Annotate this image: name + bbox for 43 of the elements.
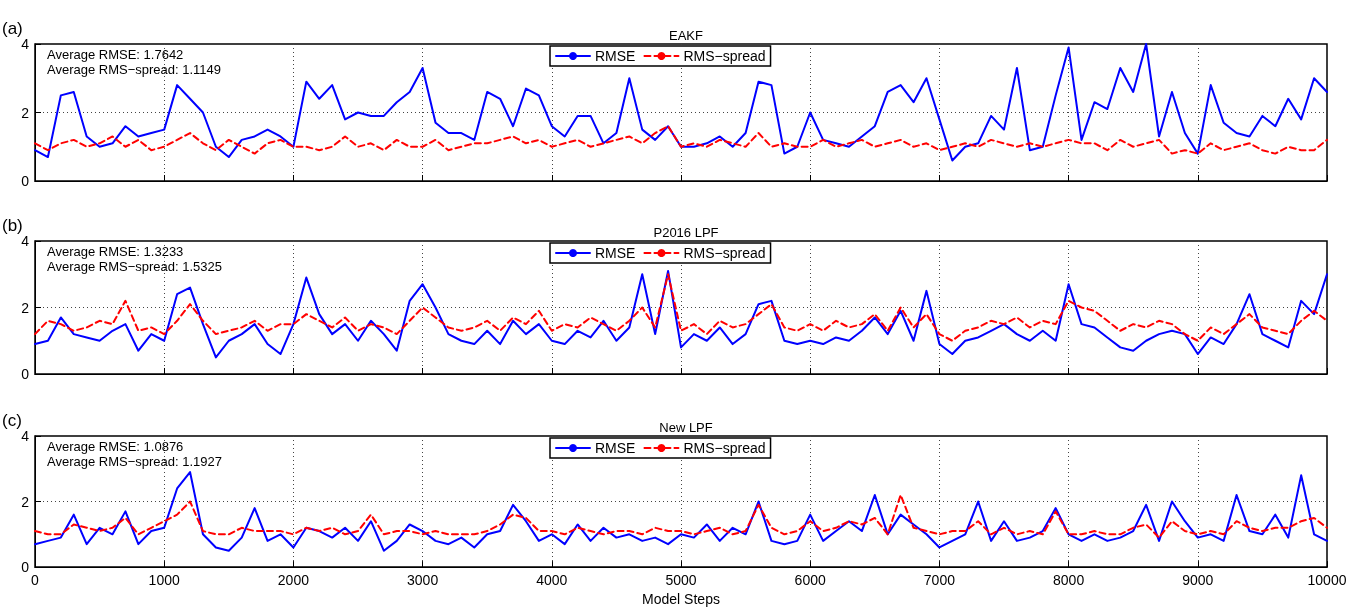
text: (b) bbox=[2, 216, 23, 235]
y-tick-label: 2 bbox=[21, 299, 30, 316]
x-axis-title: Model Steps bbox=[642, 591, 720, 607]
legend-label: RMSE bbox=[595, 48, 636, 64]
legend-label: RMS−spread bbox=[683, 245, 766, 261]
x-tick-label: 10000 bbox=[1307, 572, 1347, 589]
x-tick-label: 8000 bbox=[1053, 572, 1085, 589]
annotation: Average RMSE: 1.0876 bbox=[47, 439, 184, 454]
x-tick-label: 7000 bbox=[923, 572, 956, 589]
x-tick-label: 1000 bbox=[148, 572, 180, 589]
x-tick-label: 2000 bbox=[277, 572, 310, 589]
line-series bbox=[34, 494, 1328, 539]
x-tick-label: 5000 bbox=[665, 572, 697, 589]
legend-label: RMS−spread bbox=[683, 48, 766, 64]
chart-title: P2016 LPF bbox=[653, 225, 719, 240]
y-tick-label: 4 bbox=[21, 233, 30, 249]
legend-label: RMSE bbox=[595, 440, 636, 456]
y-tick-label: 0 bbox=[21, 559, 30, 576]
chart-title: New LPF bbox=[659, 420, 713, 435]
line-series bbox=[34, 273, 1328, 342]
annotation: Average RMSE: 1.7642 bbox=[47, 47, 184, 62]
annotation: Average RMS−spread: 1.5325 bbox=[47, 259, 223, 274]
x-tick-label: 3000 bbox=[407, 572, 439, 589]
line-series bbox=[34, 125, 1328, 155]
text: (c) bbox=[2, 411, 22, 430]
y-tick-label: 4 bbox=[21, 36, 30, 52]
y-tick-label: 0 bbox=[21, 173, 30, 189]
annotation: Average RMS−spread: 1.1927 bbox=[47, 454, 223, 469]
legend-label: RMSE bbox=[595, 245, 636, 261]
line-series bbox=[34, 43, 1328, 162]
chart-title: EAKF bbox=[669, 28, 704, 43]
text: (a) bbox=[2, 19, 23, 38]
y-tick-label: 2 bbox=[21, 493, 30, 510]
annotation: Average RMS−spread: 1.1149 bbox=[47, 62, 222, 77]
line-series bbox=[34, 471, 1328, 552]
y-tick-label: 0 bbox=[21, 366, 30, 382]
legend-label: RMS−spread bbox=[683, 440, 766, 456]
x-tick-label: 9000 bbox=[1182, 572, 1214, 589]
annotation: Average RMSE: 1.3233 bbox=[47, 244, 184, 259]
x-tick-label: 6000 bbox=[794, 572, 826, 589]
x-tick-label: 4000 bbox=[536, 572, 568, 589]
y-tick-label: 4 bbox=[21, 428, 30, 444]
y-tick-label: 2 bbox=[21, 104, 30, 121]
